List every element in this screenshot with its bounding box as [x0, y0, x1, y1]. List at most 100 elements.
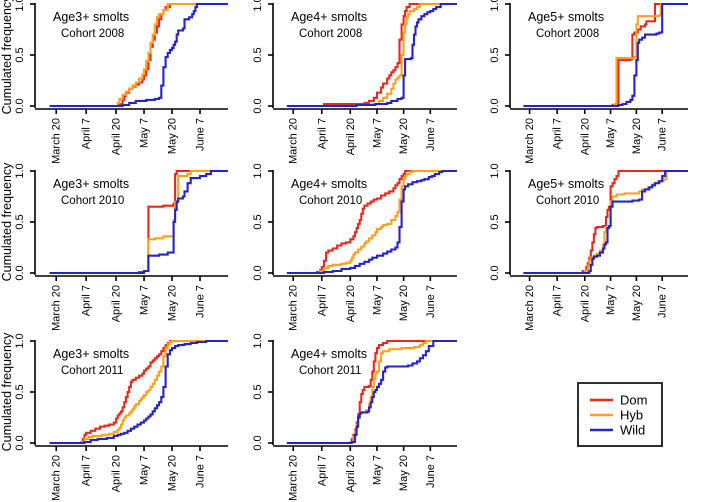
x-tick-label: May 20 — [398, 455, 410, 491]
x-tick-label: April 20 — [579, 118, 591, 155]
x-tick-label: March 20 — [288, 455, 300, 501]
y-tick-label: 0.0 — [14, 265, 26, 280]
x-tick-label: June 7 — [195, 455, 207, 488]
y-tick-label: 0.5 — [252, 384, 264, 399]
x-tick-label: June 7 — [425, 118, 437, 151]
panel-age4-cohort-2010: 0.0 0.5 1.0 March 20 April 7 April 20 May 7 May… — [252, 163, 457, 331]
x-tick-label: May 7 — [371, 118, 383, 148]
x-tick-label: April 20 — [579, 285, 591, 322]
x-tick-label: March 20 — [51, 118, 63, 164]
y-tick-label: 1.0 — [252, 0, 264, 12]
curve-dom — [286, 169, 457, 275]
x-tick-label: April 7 — [81, 285, 93, 316]
curve-wild — [523, 2, 688, 108]
panel-subtitle: Cohort 2011 — [299, 365, 361, 377]
curve-dom — [49, 339, 228, 445]
x-tick-label: March 20 — [288, 118, 300, 164]
y-tick-label: 0.0 — [489, 98, 501, 113]
curve-hyb — [49, 2, 228, 108]
panel-age4-cohort-2008: 0.0 0.5 1.0 March 20 April 7 April 20 May 7 May… — [252, 0, 457, 164]
x-tick-label: May 20 — [398, 285, 410, 321]
panel-subtitle: Cohort 2010 — [61, 195, 124, 207]
x-tick-label: May 20 — [167, 118, 179, 154]
x-tick-label: April 7 — [81, 118, 93, 149]
panel-age4-cohort-2011: 0.0 0.5 1.0 March 20 April 7 April 20 May 7 May… — [252, 333, 457, 501]
panel-title: Age4+ smolts — [291, 10, 367, 24]
x-tick-label: May 7 — [605, 285, 617, 315]
x-tick-label: April 20 — [345, 118, 357, 155]
x-tick-label: May 20 — [167, 455, 179, 491]
panel-title: Age3+ smolts — [53, 347, 129, 361]
x-tick-label: April 20 — [111, 285, 123, 322]
x-tick-label: May 20 — [167, 285, 179, 321]
x-tick-label: June 7 — [657, 285, 669, 318]
panel-subtitle: Cohort 2010 — [299, 195, 362, 207]
legend-label-dom: Dom — [620, 393, 647, 408]
curve-hyb — [523, 2, 688, 108]
y-tick-label: 1.0 — [489, 0, 501, 12]
x-tick-label: April 7 — [316, 118, 328, 149]
x-tick-label: May 7 — [371, 285, 383, 315]
curve-dom — [286, 2, 457, 108]
curve-wild — [286, 339, 457, 445]
y-tick-label: 1.0 — [14, 0, 26, 12]
y-tick-label: 0.5 — [252, 47, 264, 62]
y-tick-label: 0.5 — [14, 384, 26, 399]
x-tick-label: June 7 — [657, 118, 669, 151]
y-tick-label: 0.5 — [252, 214, 264, 229]
panel-title: Age5+ smolts — [528, 177, 604, 191]
curve-dom — [523, 169, 688, 275]
curve-wild — [286, 169, 457, 275]
x-tick-label: April 7 — [316, 455, 328, 486]
panel-subtitle: Cohort 2008 — [299, 28, 362, 40]
x-tick-label: June 7 — [425, 455, 437, 488]
curve-hyb — [286, 2, 457, 108]
x-tick-label: April 7 — [81, 455, 93, 486]
legend-label-wild: Wild — [620, 423, 645, 438]
y-tick-label: 1.0 — [14, 163, 26, 178]
y-tick-label: 0.5 — [489, 47, 501, 62]
x-tick-label: May 20 — [398, 118, 410, 154]
y-axis-label: Cumulated frequency — [0, 332, 14, 452]
x-tick-label: March 20 — [288, 285, 300, 331]
curve-hyb — [49, 339, 228, 445]
x-tick-label: May 7 — [139, 455, 151, 485]
x-tick-label: April 20 — [111, 455, 123, 492]
panel-subtitle: Cohort 2008 — [536, 28, 599, 40]
y-tick-label: 0.5 — [489, 214, 501, 229]
y-tick-label: 0.0 — [14, 98, 26, 113]
x-tick-label: March 20 — [51, 455, 63, 501]
x-tick-label: May 7 — [139, 118, 151, 148]
panel-age3-cohort-2008: 0.0 0.5 1.0 March 20 April 7 April 20 May 7 May… — [0, 0, 228, 164]
panel-subtitle: Cohort 2010 — [536, 195, 599, 207]
y-tick-label: 0.0 — [252, 98, 264, 113]
curve-wild — [286, 2, 457, 108]
x-tick-label: June 7 — [425, 285, 437, 318]
x-tick-label: May 7 — [605, 118, 617, 148]
y-axis-label: Cumulated frequency — [0, 162, 14, 282]
x-tick-label: June 7 — [195, 118, 207, 151]
x-tick-label: April 7 — [316, 285, 328, 316]
y-tick-label: 0.5 — [14, 47, 26, 62]
panel-title: Age5+ smolts — [528, 10, 604, 24]
y-tick-label: 0.0 — [489, 265, 501, 280]
y-tick-label: 1.0 — [489, 163, 501, 178]
x-tick-label: May 7 — [139, 285, 151, 315]
curve-hyb — [286, 169, 457, 275]
panel-subtitle: Cohort 2008 — [61, 28, 124, 40]
panel-subtitle: Cohort 2011 — [61, 365, 123, 377]
y-tick-label: 0.0 — [252, 435, 264, 450]
x-tick-label: April 20 — [345, 455, 357, 492]
panel-title: Age3+ smolts — [53, 10, 129, 24]
x-tick-label: May 20 — [631, 285, 643, 321]
panel-title: Age4+ smolts — [291, 347, 367, 361]
y-tick-label: 0.0 — [14, 435, 26, 450]
panel-age3-cohort-2010: 0.0 0.5 1.0 March 20 April 7 April 20 May 7 May… — [0, 162, 228, 331]
y-axis-label: Cumulated frequency — [0, 0, 14, 114]
x-tick-label: June 7 — [195, 285, 207, 318]
x-tick-label: March 20 — [524, 118, 536, 164]
x-tick-label: April 20 — [345, 285, 357, 322]
panel-age5-cohort-2008: 0.0 0.5 1.0 March 20 April 7 April 20 May 7 May… — [489, 0, 688, 164]
